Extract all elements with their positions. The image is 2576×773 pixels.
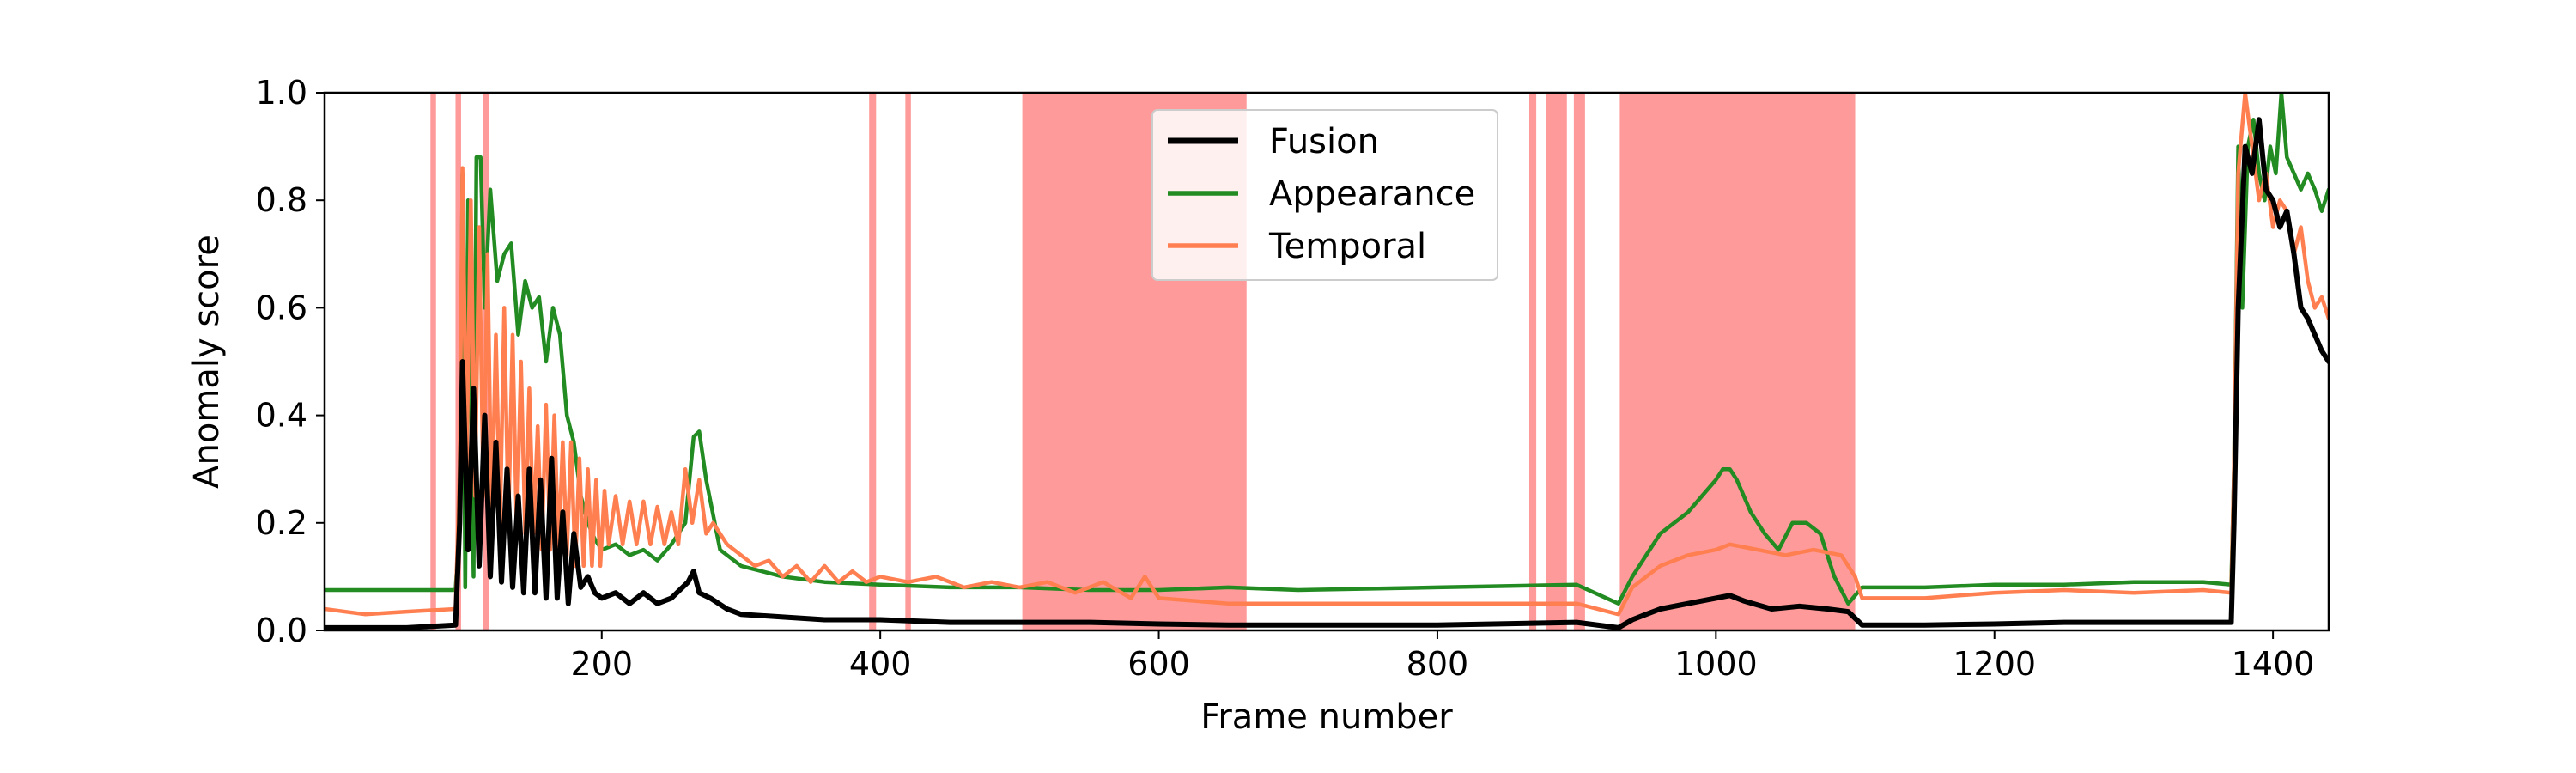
y-tick-label: 0.6 bbox=[256, 289, 307, 326]
x-tick-label: 600 bbox=[1127, 645, 1190, 683]
anomaly-region-9 bbox=[1619, 93, 1856, 630]
x-axis: 200 400 600 800 1000 1200 1400 bbox=[571, 630, 2315, 683]
legend-label-fusion: Fusion bbox=[1269, 122, 1379, 161]
series-lines bbox=[325, 93, 2329, 630]
anomaly-regions bbox=[430, 93, 1856, 630]
anomaly-region-4 bbox=[905, 93, 911, 630]
anomaly-region-0 bbox=[430, 93, 436, 630]
legend-label-appearance: Appearance bbox=[1269, 174, 1475, 214]
anomaly-region-3 bbox=[869, 93, 877, 630]
anomaly-region-6 bbox=[1528, 93, 1537, 630]
series-line-temporal bbox=[325, 93, 2329, 617]
y-tick-label: 1.0 bbox=[256, 74, 307, 112]
x-tick-label: 200 bbox=[571, 645, 634, 683]
x-tick-label: 1000 bbox=[1674, 645, 1758, 683]
legend: Fusion Appearance Temporal bbox=[1151, 109, 1498, 281]
plot-frame bbox=[323, 91, 2330, 632]
anomaly-region-8 bbox=[1573, 93, 1585, 630]
legend-label-temporal: Temporal bbox=[1268, 227, 1426, 266]
y-tick-label: 0.4 bbox=[256, 397, 307, 435]
y-axis-label: Anomaly score bbox=[187, 234, 227, 489]
x-axis-label: Frame number bbox=[1200, 697, 1453, 737]
series-line-fusion bbox=[325, 117, 2329, 630]
x-tick-label: 1400 bbox=[2232, 645, 2315, 683]
y-tick-label: 0.0 bbox=[256, 612, 307, 649]
y-tick-label: 0.8 bbox=[256, 181, 307, 219]
legend-box bbox=[1151, 109, 1498, 281]
x-tick-label: 800 bbox=[1406, 645, 1469, 683]
x-tick-label: 400 bbox=[849, 645, 912, 683]
y-tick-label: 0.2 bbox=[256, 504, 307, 542]
x-tick-label: 1200 bbox=[1953, 645, 2036, 683]
anomaly-region-1 bbox=[455, 93, 461, 630]
y-axis: 0.0 0.2 0.4 0.6 0.8 1.0 bbox=[256, 74, 325, 649]
anomaly-region-7 bbox=[1546, 93, 1567, 630]
